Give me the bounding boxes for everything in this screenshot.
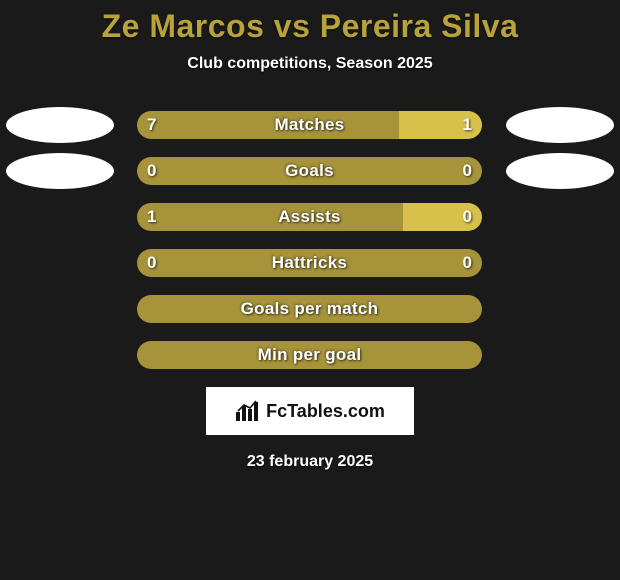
- stat-bar-left-fill: [137, 295, 482, 323]
- stat-bar-left-fill: [137, 111, 399, 139]
- stat-bar-left-fill: [137, 341, 482, 369]
- stat-bar: [137, 111, 482, 139]
- comparison-subtitle: Club competitions, Season 2025: [0, 55, 620, 73]
- chart-icon: [235, 400, 261, 422]
- stat-bar-left-fill: [137, 157, 482, 185]
- stat-row: Min per goal: [0, 341, 620, 369]
- stat-bar-right-fill: [399, 111, 482, 139]
- stats-rows: Matches71 Goals00 Assists10 Hattricks00 Goal…: [0, 111, 620, 369]
- stat-bar: [137, 295, 482, 323]
- player-avatar-left: [6, 107, 114, 143]
- logo-text: FcTables.com: [266, 401, 385, 422]
- stat-row: Hattricks00: [0, 249, 620, 277]
- stat-row: Goals00: [0, 157, 620, 185]
- stat-bar: [137, 249, 482, 277]
- stat-bar-left-fill: [137, 203, 403, 231]
- stat-bar: [137, 157, 482, 185]
- snapshot-date: 23 february 2025: [0, 453, 620, 471]
- stat-bar-right-fill: [403, 203, 482, 231]
- player-avatar-right: [506, 107, 614, 143]
- stat-bar: [137, 203, 482, 231]
- stat-row: Goals per match: [0, 295, 620, 323]
- stat-row: Matches71: [0, 111, 620, 139]
- stat-bar-left-fill: [137, 249, 482, 277]
- player-avatar-right: [506, 153, 614, 189]
- comparison-title: Ze Marcos vs Pereira Silva: [0, 8, 620, 45]
- player-avatar-left: [6, 153, 114, 189]
- stat-bar: [137, 341, 482, 369]
- source-logo: FcTables.com: [206, 387, 414, 435]
- stat-row: Assists10: [0, 203, 620, 231]
